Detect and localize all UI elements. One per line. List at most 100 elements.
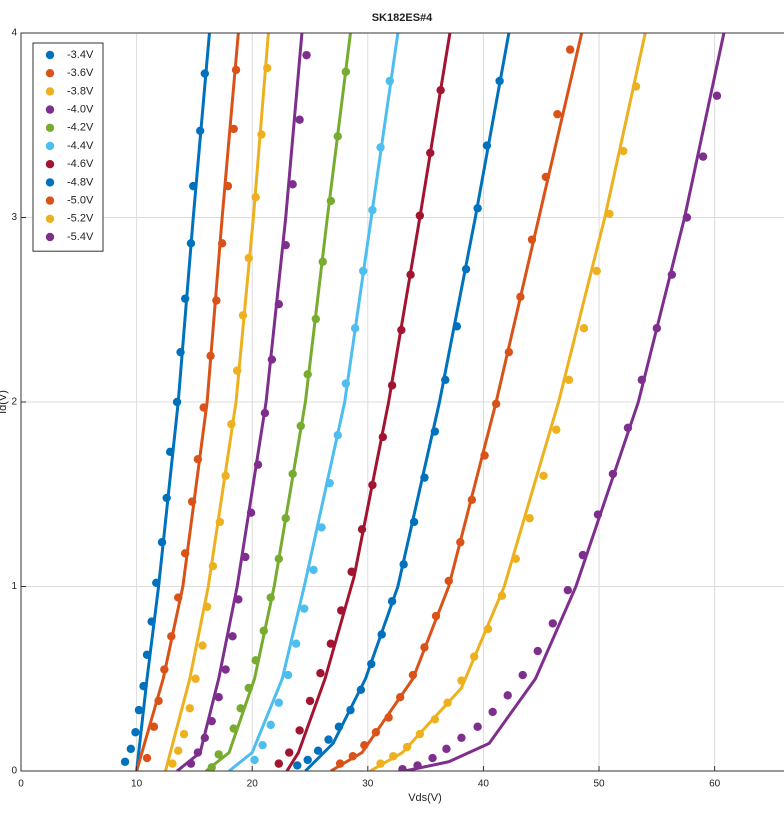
data-point: [229, 124, 238, 134]
data-point: [334, 722, 344, 731]
data-point: [200, 69, 210, 78]
data-point: [160, 665, 169, 674]
data-point: [168, 759, 177, 768]
data-point: [389, 752, 398, 761]
data-point: [186, 239, 196, 248]
data-point: [165, 447, 175, 457]
legend-marker: [45, 69, 55, 78]
data-point: [442, 744, 451, 754]
x-tick-label: 20: [247, 779, 259, 790]
data-point: [316, 669, 325, 678]
data-point: [223, 181, 233, 191]
y-tick-label: 4: [11, 28, 17, 39]
data-point: [199, 403, 208, 412]
chart-title: SK182ES#4: [372, 12, 433, 24]
data-point: [420, 643, 429, 652]
data-point: [480, 451, 489, 460]
data-point: [333, 132, 342, 141]
axes: 0 10 20 30 40 50 60 0 1 2 3 4: [11, 28, 784, 790]
legend-label: -4.6V: [67, 158, 94, 170]
data-point: [215, 517, 225, 527]
data-point: [296, 421, 305, 431]
legend-label: -3.6V: [67, 67, 94, 79]
data-point: [258, 740, 267, 750]
data-point: [698, 152, 708, 161]
data-point: [300, 604, 309, 613]
legend-marker: [45, 105, 55, 114]
data-point: [288, 469, 297, 479]
data-point: [281, 514, 290, 523]
data-point: [341, 67, 351, 76]
data-point: [415, 211, 425, 220]
data-point: [367, 659, 376, 669]
legend-label: -5.4V: [67, 231, 94, 243]
data-point: [267, 355, 277, 364]
data-point: [288, 180, 297, 189]
data-point: [346, 705, 355, 715]
legend-marker: [45, 87, 55, 96]
data-point: [221, 471, 230, 480]
legend-marker: [45, 123, 55, 132]
data-point: [347, 567, 356, 576]
data-point: [326, 639, 336, 648]
data-point: [467, 495, 477, 504]
data-point: [305, 696, 315, 706]
data-point: [631, 82, 641, 91]
data-point: [608, 469, 618, 479]
legend-label: -3.4V: [67, 49, 94, 61]
data-point: [229, 724, 238, 733]
data-point: [430, 427, 440, 436]
data-point: [274, 300, 284, 309]
data-point: [387, 381, 397, 390]
data-point: [228, 632, 237, 641]
y-tick-label: 0: [11, 766, 17, 777]
data-point: [241, 552, 250, 562]
data-point: [185, 704, 194, 713]
legend-marker: [45, 160, 55, 169]
data-point: [712, 91, 722, 100]
data-point: [518, 670, 527, 680]
data-point: [619, 146, 628, 156]
data-point: [564, 375, 574, 385]
data-point: [428, 753, 437, 763]
data-point: [511, 554, 520, 564]
data-point: [667, 270, 677, 279]
data-point: [251, 656, 260, 665]
data-point: [337, 606, 346, 615]
data-point: [398, 764, 407, 771]
data-point: [623, 423, 633, 433]
data-point: [266, 593, 275, 602]
data-point: [214, 750, 223, 759]
data-point: [376, 143, 385, 152]
data-point: [473, 204, 482, 213]
data-point: [325, 478, 334, 488]
data-point: [409, 517, 419, 527]
data-point: [126, 744, 136, 754]
data-point: [482, 141, 492, 150]
data-point: [295, 115, 304, 124]
data-point: [162, 493, 171, 503]
data-point: [592, 266, 601, 276]
data-point: [443, 698, 452, 707]
data-point: [259, 626, 268, 635]
data-point: [431, 611, 441, 621]
x-tick-label: 50: [593, 779, 605, 790]
y-tick-label: 1: [11, 581, 17, 592]
data-point: [147, 617, 156, 626]
data-point: [174, 593, 183, 602]
data-point: [436, 85, 445, 95]
data-point: [257, 130, 266, 139]
legend-marker: [45, 50, 55, 60]
data-point: [357, 525, 367, 534]
data-point: [179, 729, 189, 739]
data-point: [376, 759, 385, 768]
data-point: [253, 460, 263, 469]
data-point: [174, 746, 183, 755]
data-point: [408, 670, 418, 680]
legend-marker: [45, 141, 55, 151]
data-point: [142, 650, 152, 659]
data-point: [457, 676, 466, 685]
legend-box: [32, 42, 104, 252]
data-point: [227, 419, 236, 429]
data-point: [313, 746, 323, 755]
